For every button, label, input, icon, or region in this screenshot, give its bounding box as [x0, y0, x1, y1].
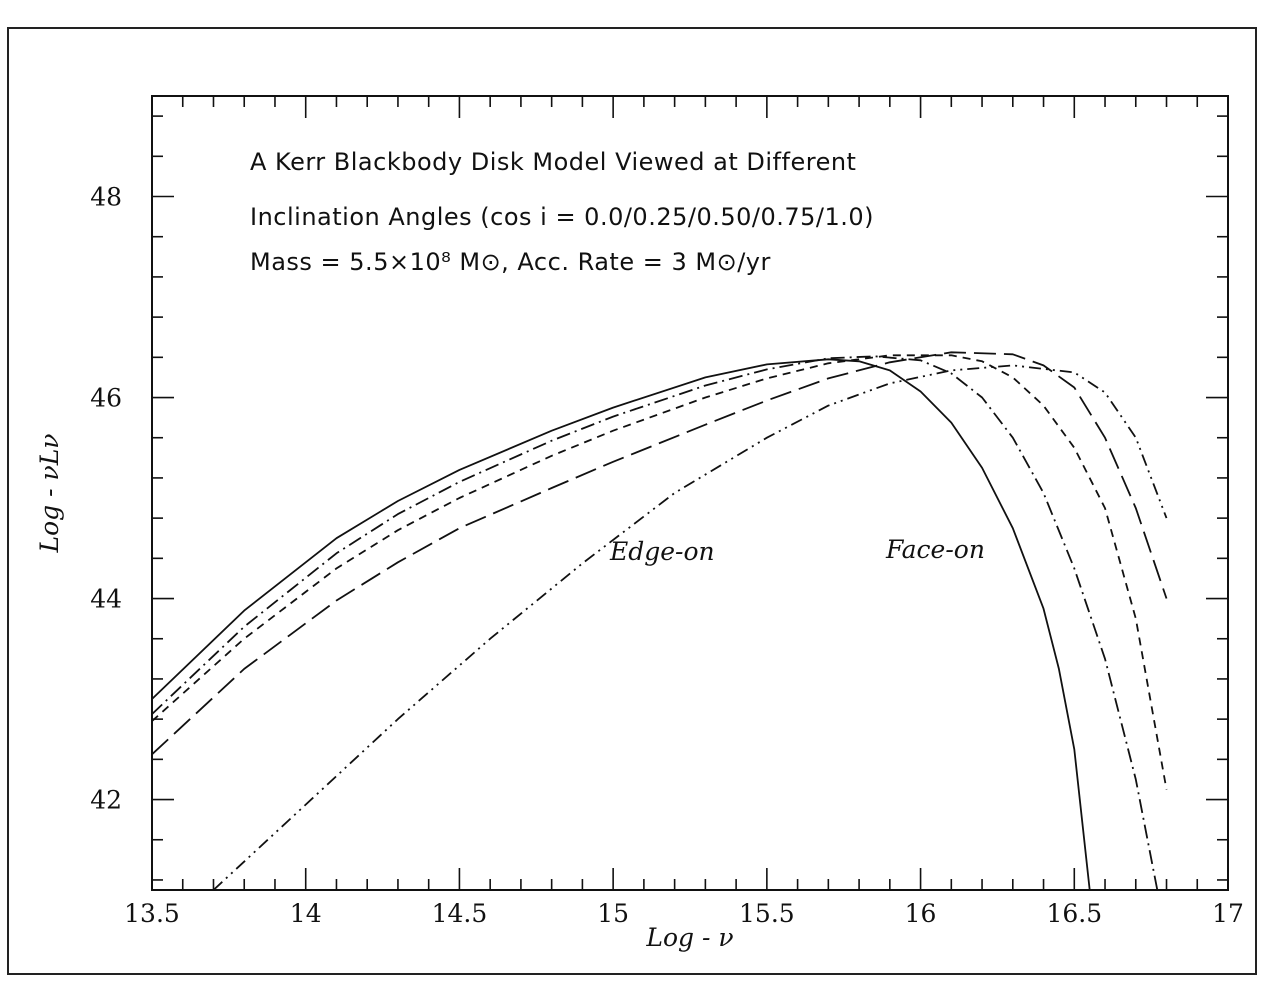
outer-frame	[7, 27, 1257, 975]
x-tick-label: 16.5	[1046, 899, 1102, 928]
x-axis-label: Log - ν	[645, 923, 733, 952]
x-tick-label: 15	[597, 899, 629, 928]
y-tick-label: 42	[90, 786, 122, 815]
series-line-2	[151, 355, 1159, 891]
series-lines	[151, 351, 1168, 891]
series-line-1	[151, 358, 1091, 891]
x-tick-label: 14	[290, 899, 322, 928]
y-tick-label: 48	[90, 183, 122, 212]
x-tick-label: 16	[905, 899, 937, 928]
x-tick-label: 13.5	[124, 899, 180, 928]
y-tick-label: 44	[90, 585, 122, 614]
annotation-face-on: Face-on	[885, 535, 985, 564]
chart-title-block: A Kerr Blackbody Disk Model Viewed at Di…	[250, 148, 874, 276]
chart-title-line-2: Inclination Angles (cos i = 0.0/0.25/0.5…	[250, 203, 874, 231]
x-tick-labels: 13.5 14 14.5 15 15.5 16 16.5 17	[124, 899, 1244, 928]
x-tick-label: 15.5	[739, 899, 795, 928]
plot-frame	[151, 95, 1229, 891]
chart-title-line-3: Mass = 5.5×10⁸ M⊙, Acc. Rate = 3 M⊙/yr	[250, 248, 771, 276]
y-tick-labels: 42 44 46 48	[90, 183, 122, 815]
series-line-5	[212, 364, 1168, 891]
y-tick-label: 46	[90, 384, 122, 413]
x-tick-label: 17	[1212, 899, 1244, 928]
series-line-3	[151, 354, 1168, 790]
axis-ticks	[151, 96, 1229, 890]
annotation-edge-on: Edge-on	[609, 537, 715, 566]
chart-title-line-1: A Kerr Blackbody Disk Model Viewed at Di…	[250, 148, 856, 176]
y-axis-label: Log - νLν	[35, 434, 64, 554]
series-line-4	[151, 351, 1168, 755]
x-tick-label: 14.5	[432, 899, 488, 928]
